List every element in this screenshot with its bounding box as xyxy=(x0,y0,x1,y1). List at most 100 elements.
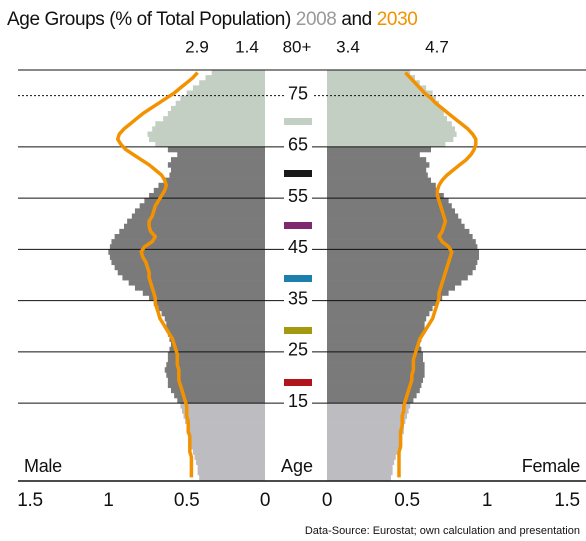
bar-female xyxy=(327,228,470,235)
bar-male xyxy=(142,290,265,296)
bar-female xyxy=(327,239,476,245)
x-tick-label-female: 0.5 xyxy=(394,490,420,511)
bar-male xyxy=(164,367,265,373)
bar-female xyxy=(327,182,436,189)
bars xyxy=(108,70,479,481)
bar-female xyxy=(327,100,439,107)
bar-male xyxy=(153,187,265,194)
bar-male xyxy=(171,341,265,348)
legend-2008: 2008 xyxy=(296,9,337,30)
bar-male xyxy=(197,469,265,476)
bar-female xyxy=(327,377,423,383)
bar-female xyxy=(327,444,399,450)
top-group-label: 80+ xyxy=(283,37,312,56)
bar-female xyxy=(327,269,473,276)
bar-male xyxy=(124,223,265,230)
bar-female xyxy=(327,372,425,378)
bar-female xyxy=(327,187,439,194)
bar-male xyxy=(171,157,265,163)
bar-female xyxy=(327,398,414,404)
bar-female xyxy=(327,193,444,199)
legend-2030: 2030 xyxy=(377,9,418,30)
x-ticks: 0 0 0.5 0.5 1 1 1.5 1.5 xyxy=(17,490,580,511)
bar-male xyxy=(183,413,265,419)
y-tick-label: 45 xyxy=(288,237,308,257)
bar-female xyxy=(327,433,403,440)
bar-male xyxy=(149,295,265,301)
top-male-2030: 2.9 xyxy=(185,37,209,56)
bar-male xyxy=(109,244,266,250)
bar-male xyxy=(158,182,265,189)
bar-male xyxy=(155,141,265,148)
bar-female xyxy=(327,162,430,168)
bar-female xyxy=(327,310,430,317)
bar-male xyxy=(211,70,265,76)
x-tick-label-male: 0 xyxy=(260,490,270,511)
line-male-2030 xyxy=(115,71,199,478)
bar-female xyxy=(327,305,433,312)
bar-female xyxy=(327,218,462,225)
bar-male xyxy=(167,351,265,358)
bar-male xyxy=(164,316,265,322)
bar-female xyxy=(327,244,478,250)
bar-female xyxy=(327,459,395,465)
title-main: Age Groups (% of Total Population) xyxy=(7,9,291,30)
bar-male xyxy=(169,172,265,178)
y-tick-label: 55 xyxy=(288,186,308,206)
bar-female xyxy=(327,300,438,307)
bar-male xyxy=(199,474,265,481)
top-female-2008: 3.4 xyxy=(336,37,360,56)
bar-male xyxy=(108,249,265,255)
bar-male xyxy=(144,198,265,204)
tick-bg xyxy=(284,238,312,259)
x-tick-label-male: 1.5 xyxy=(17,490,43,511)
bar-female xyxy=(327,259,478,266)
bar-male xyxy=(158,305,265,312)
bar-male xyxy=(167,331,265,337)
bar-female xyxy=(327,464,393,471)
bar-female xyxy=(327,362,425,368)
bar-male xyxy=(109,254,266,260)
x-tick-label-female: 0 xyxy=(322,490,332,511)
bar-male xyxy=(119,228,265,235)
bar-female xyxy=(327,208,455,214)
bar-male xyxy=(114,264,265,271)
bar-female xyxy=(327,249,479,255)
top-male-2008: 1.4 xyxy=(235,37,259,56)
bar-female xyxy=(327,346,422,353)
bar-male xyxy=(192,85,265,91)
bar-male xyxy=(177,398,265,404)
bar-female xyxy=(327,316,427,322)
bar-male xyxy=(197,464,265,471)
bar-male xyxy=(139,203,265,209)
bar-female xyxy=(327,167,427,173)
bar-female xyxy=(327,85,427,91)
bar-female xyxy=(327,336,422,342)
bar-male xyxy=(166,362,265,368)
bar-male xyxy=(169,336,265,342)
bar-female xyxy=(327,403,411,409)
male-label: Male xyxy=(24,456,62,476)
bar-female xyxy=(327,234,473,240)
swatch xyxy=(284,275,312,282)
bar-female xyxy=(327,213,459,219)
bar-male xyxy=(167,146,265,153)
bar-male xyxy=(167,377,265,383)
tick-bg xyxy=(284,84,312,105)
bar-female xyxy=(327,454,396,460)
bar-male xyxy=(174,392,265,399)
bar-female xyxy=(327,126,455,132)
bar-male xyxy=(163,116,265,122)
bar-female xyxy=(327,285,455,291)
female-label: Female xyxy=(522,456,581,476)
x-tick-label-female: 1.5 xyxy=(554,490,580,511)
bar-female xyxy=(327,290,449,296)
bar-male xyxy=(171,387,265,394)
line-female-2030 xyxy=(397,71,478,478)
bar-male xyxy=(167,162,265,168)
bar-male xyxy=(189,439,265,445)
bar-male xyxy=(177,152,265,158)
bar-female xyxy=(327,203,452,209)
chart-title: Age Groups (% of Total Population) 2008 … xyxy=(7,9,417,30)
bar-female xyxy=(327,357,423,363)
